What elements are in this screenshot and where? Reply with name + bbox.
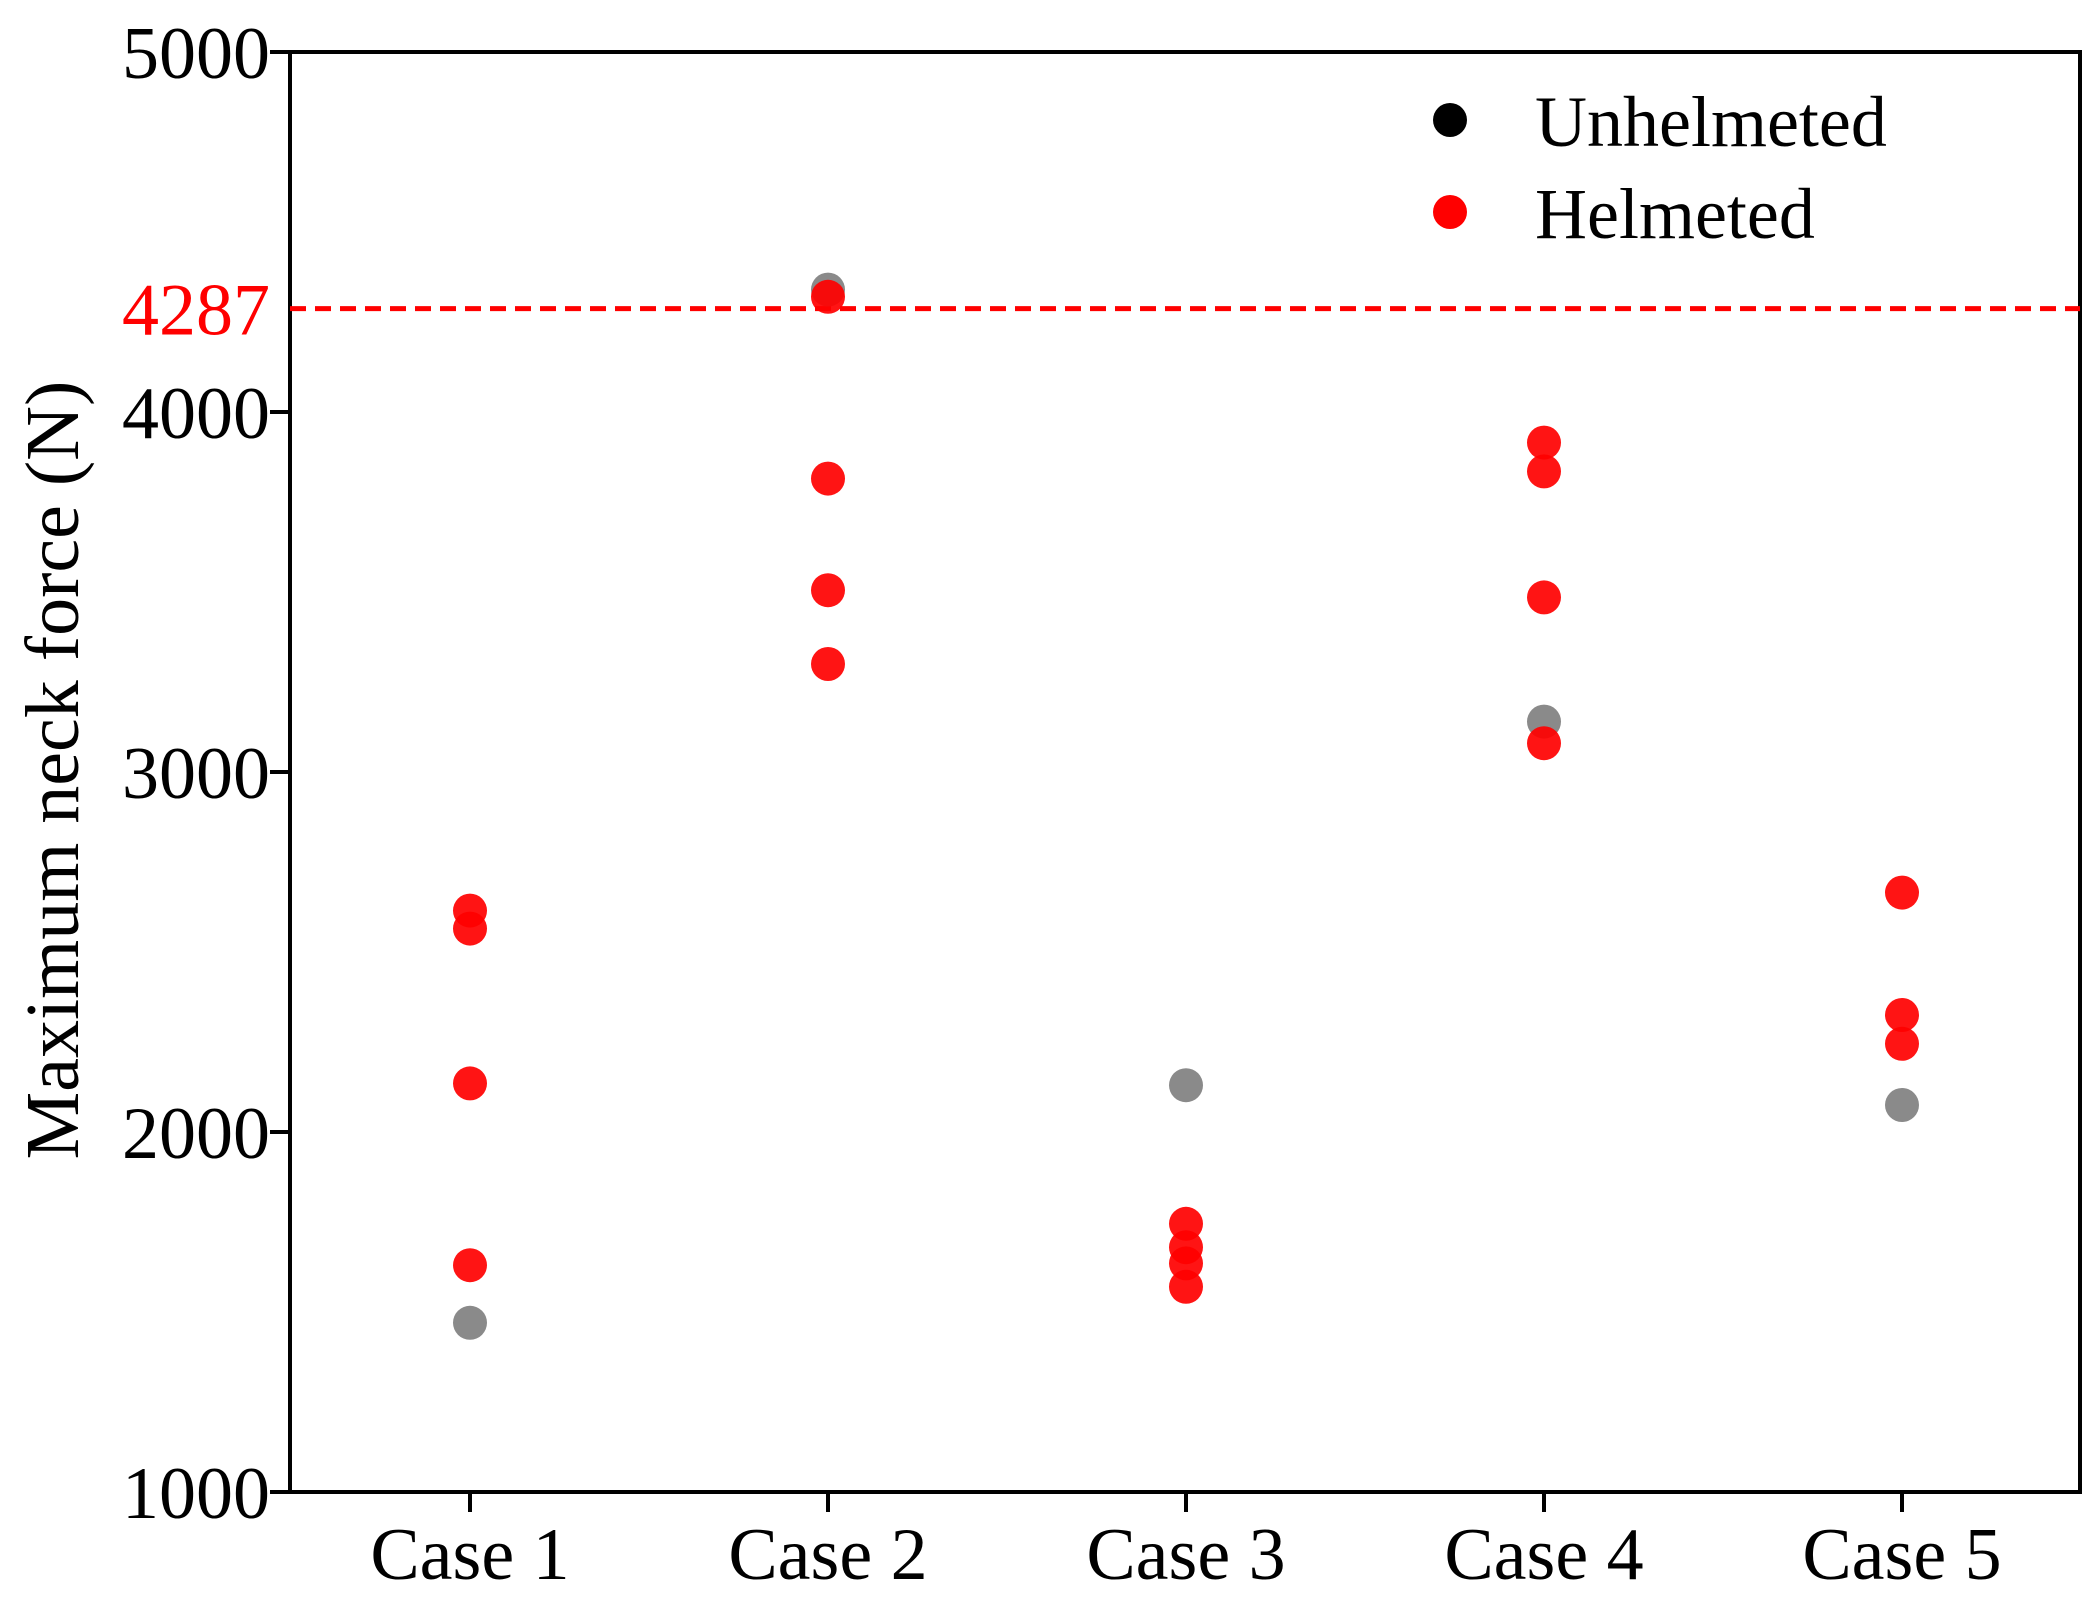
x-axis: Case 1 Case 2 Case 3 Case 4 Case 5 (370, 1492, 2002, 1596)
helmeted-point (1527, 454, 1561, 489)
helmeted-point (1885, 1026, 1919, 1061)
reference-line-label: 4287 (122, 270, 270, 352)
x-tick-label: Case 2 (728, 1514, 927, 1596)
helmeted-point (811, 647, 845, 681)
y-tick-label: 2000 (122, 1093, 270, 1175)
unhelmeted-point (1885, 1088, 1919, 1122)
helmeted-point (1527, 425, 1561, 460)
y-tick-label: 4000 (122, 373, 270, 455)
y-axis: 1000 2000 3000 4000 5000 (122, 13, 290, 1535)
helmeted-point (1169, 1206, 1203, 1241)
helmeted-point (811, 279, 845, 314)
reference-line-group: 4287 (122, 270, 2080, 352)
x-tick-label: Case 4 (1444, 1514, 1643, 1596)
unhelmeted-point (1169, 1068, 1203, 1103)
legend: Unhelmeted Helmeted (1433, 82, 1887, 254)
helmeted-point (811, 461, 845, 496)
legend-label-unhelmeted: Unhelmeted (1535, 82, 1887, 162)
helmeted-point (1169, 1246, 1203, 1281)
y-tick-label: 3000 (122, 733, 270, 815)
legend-marker-unhelmeted (1433, 103, 1467, 137)
helmeted-point (1885, 875, 1919, 910)
helmeted-point (811, 573, 845, 608)
data-points (453, 272, 1919, 1340)
x-tick-label: Case 1 (370, 1514, 569, 1596)
helmeted-point (453, 1066, 487, 1101)
helmeted-point (453, 911, 487, 946)
y-tick-label: 1000 (122, 1453, 270, 1535)
y-tick-label: 5000 (122, 13, 270, 95)
helmeted-point (1527, 580, 1561, 615)
y-axis-title: Maximum neck force (N) (11, 381, 95, 1160)
helmeted-point (1527, 726, 1561, 761)
legend-label-helmeted: Helmeted (1535, 174, 1815, 254)
x-tick-label: Case 3 (1086, 1514, 1285, 1596)
x-tick-label: Case 5 (1802, 1514, 2001, 1596)
legend-marker-helmeted (1433, 195, 1467, 229)
helmeted-point (1169, 1269, 1203, 1304)
helmeted-point (453, 1248, 487, 1283)
helmeted-point (1885, 998, 1919, 1032)
unhelmeted-point (453, 1305, 487, 1340)
